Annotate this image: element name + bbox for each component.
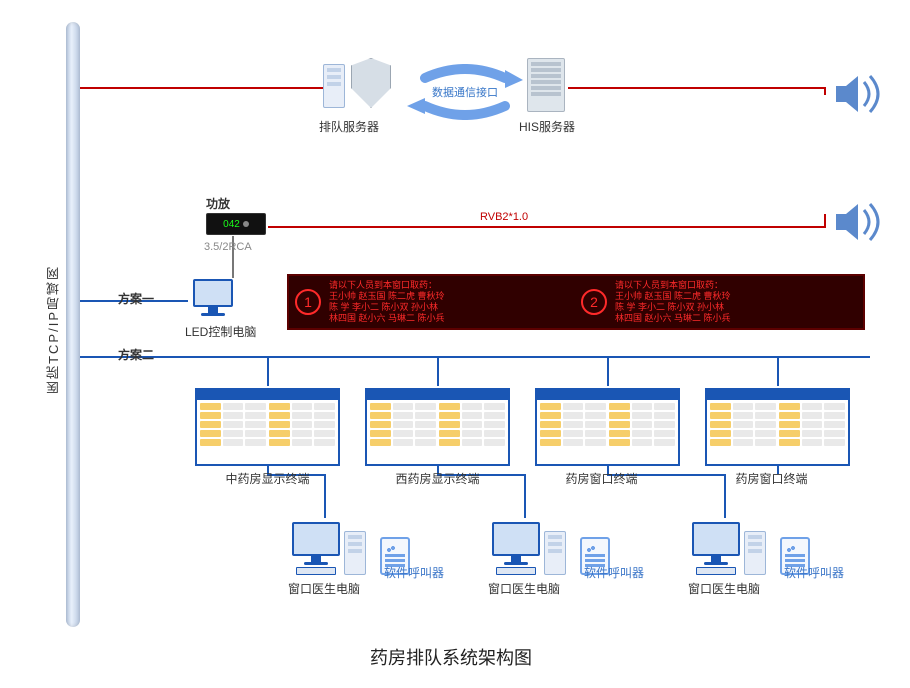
connection-line — [80, 87, 325, 89]
led-pc-label: LED控制电脑 — [185, 323, 256, 340]
soft-caller-label: 软件呼叫器 — [384, 564, 444, 581]
his-server-label: HIS服务器 — [519, 118, 575, 135]
plan2-label: 方案二 — [118, 346, 154, 363]
doctor-pc-label: 窗口医生电脑 — [688, 580, 760, 597]
connection-line — [724, 474, 726, 518]
rca-cable-label: 3.5/2RCA — [204, 241, 252, 253]
connection-line — [607, 356, 609, 386]
plan1-label: 方案一 — [118, 290, 154, 307]
backbone-label: 医院TCP/IP局域网 — [44, 265, 63, 394]
connection-line — [777, 356, 779, 386]
connection-line — [437, 356, 439, 386]
connection-line — [824, 87, 826, 95]
speaker-icon — [834, 72, 886, 116]
amplifier: 042 — [206, 213, 266, 235]
led-control-pc — [193, 279, 233, 316]
queue-server — [323, 58, 391, 108]
connection-line — [568, 87, 826, 89]
pharmacy-terminal — [705, 388, 850, 466]
pharmacy-terminal — [195, 388, 340, 466]
connection-line — [324, 474, 326, 518]
speaker-icon — [834, 200, 886, 244]
network-backbone — [66, 22, 80, 627]
data-cycle-icon: 数据通信接口 — [405, 64, 525, 120]
connection-line — [267, 356, 269, 386]
his-server — [527, 58, 565, 112]
connection-line — [524, 474, 526, 518]
soft-caller-label: 软件呼叫器 — [584, 564, 644, 581]
connection-line — [824, 214, 826, 226]
terminal-label: 西药房显示终端 — [396, 470, 480, 487]
terminal-label: 药房窗口终端 — [566, 470, 638, 487]
terminal-label: 中药房显示终端 — [226, 470, 310, 487]
terminal-label: 药房窗口终端 — [736, 470, 808, 487]
queue-server-label: 排队服务器 — [319, 118, 379, 135]
led-display-board: 1请以下人员到本窗口取药：王小帅 赵玉国 陈二虎 曹秋玲陈 学 李小二 陈小双 … — [287, 274, 865, 330]
amp-label: 功放 — [206, 195, 230, 212]
connection-line — [80, 356, 870, 358]
diagram-title: 药房排队系统架构图 — [370, 644, 532, 670]
doctor-pc-label: 窗口医生电脑 — [488, 580, 560, 597]
rvb-cable-label: RVB2*1.0 — [480, 211, 528, 223]
soft-caller-label: 软件呼叫器 — [784, 564, 844, 581]
pharmacy-terminal — [535, 388, 680, 466]
doctor-pc-label: 窗口医生电脑 — [288, 580, 360, 597]
pharmacy-terminal — [365, 388, 510, 466]
connection-line — [268, 226, 826, 228]
